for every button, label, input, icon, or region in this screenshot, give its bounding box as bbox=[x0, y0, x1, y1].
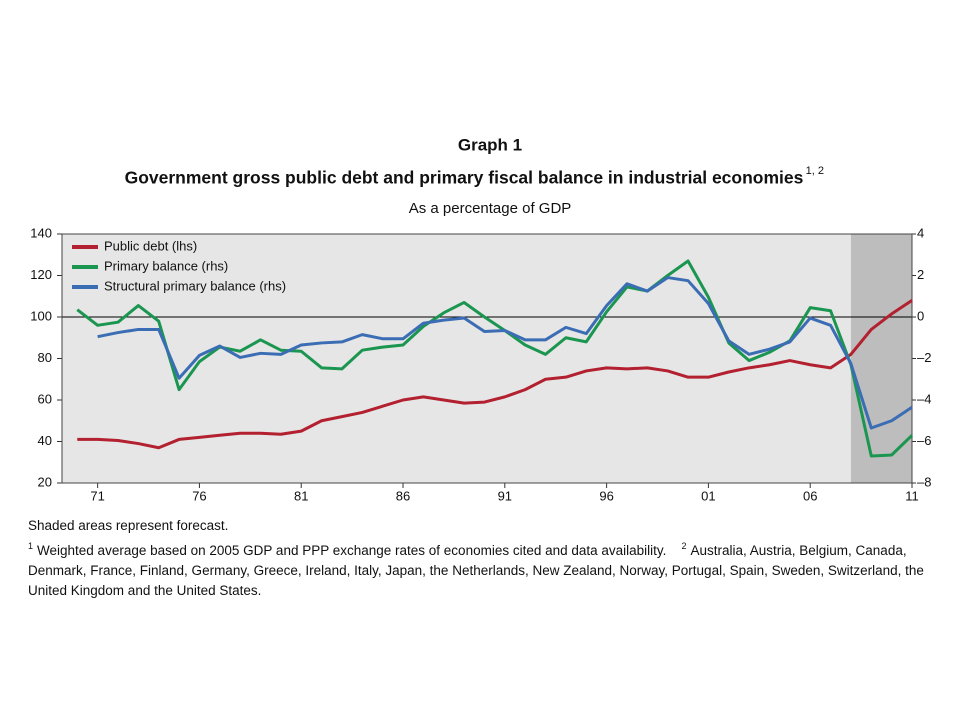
x-tick-label: 71 bbox=[90, 488, 104, 503]
y2-tick-label: –6 bbox=[917, 433, 931, 448]
footnote-mark: 2 bbox=[681, 541, 687, 551]
x-tick-label: 96 bbox=[599, 488, 613, 503]
x-tick-label: 81 bbox=[294, 488, 308, 503]
series-line bbox=[97, 276, 913, 430]
series-line bbox=[76, 259, 914, 458]
legend-label: Primary balance (rhs) bbox=[104, 258, 228, 273]
subtitle-note: 1, 2 bbox=[806, 165, 824, 177]
x-tick-label: 86 bbox=[396, 488, 410, 503]
y-tick-label: 120 bbox=[30, 267, 52, 282]
y2-tick-label: 4 bbox=[917, 225, 924, 240]
chart-subtitle: Government gross public debt and primary… bbox=[125, 168, 804, 188]
y2-tick-label: –2 bbox=[917, 350, 931, 365]
series-line bbox=[77, 299, 913, 450]
y-tick-label: 20 bbox=[38, 474, 52, 489]
y2-tick-label: 2 bbox=[917, 267, 924, 282]
x-tick-label: 11 bbox=[905, 488, 919, 503]
legend-label: Public debt (lhs) bbox=[104, 238, 197, 253]
plot-frame bbox=[61, 233, 913, 484]
footnote-text: Australia, Austria, Belgium, Canada, Den… bbox=[28, 543, 924, 598]
y2-tick-label: –8 bbox=[917, 474, 931, 489]
notes: Shaded areas represent forecast. 1 Weight… bbox=[28, 516, 938, 601]
unit-label: As a percentage of GDP bbox=[409, 200, 572, 217]
chart-title: Graph 1 bbox=[458, 135, 522, 154]
x-tick-label: 01 bbox=[701, 488, 715, 503]
x-tick-label: 06 bbox=[803, 488, 817, 503]
y2-tick-label: 0 bbox=[917, 308, 924, 323]
y-tick-label: 140 bbox=[30, 225, 52, 240]
y-tick-label: 60 bbox=[38, 391, 52, 406]
y-tick-label: 100 bbox=[30, 308, 52, 323]
chart: Graph 1 Government gross public debt and… bbox=[30, 135, 931, 503]
footnote-mark: 1 bbox=[28, 541, 34, 551]
y2-tick-label: –4 bbox=[917, 391, 931, 406]
footnote-text: Weighted average based on 2005 GDP and P… bbox=[37, 543, 667, 558]
legend-label: Structural primary balance (rhs) bbox=[104, 278, 286, 293]
x-tick-label: 91 bbox=[498, 488, 512, 503]
forecast-shade bbox=[850, 234, 912, 483]
footnotes: 1 Weighted average based on 2005 GDP and … bbox=[28, 536, 938, 601]
x-tick-label: 76 bbox=[192, 488, 206, 503]
y-tick-label: 80 bbox=[38, 350, 52, 365]
y-tick-label: 40 bbox=[38, 433, 52, 448]
source-note: Shaded areas represent forecast. bbox=[28, 518, 229, 533]
